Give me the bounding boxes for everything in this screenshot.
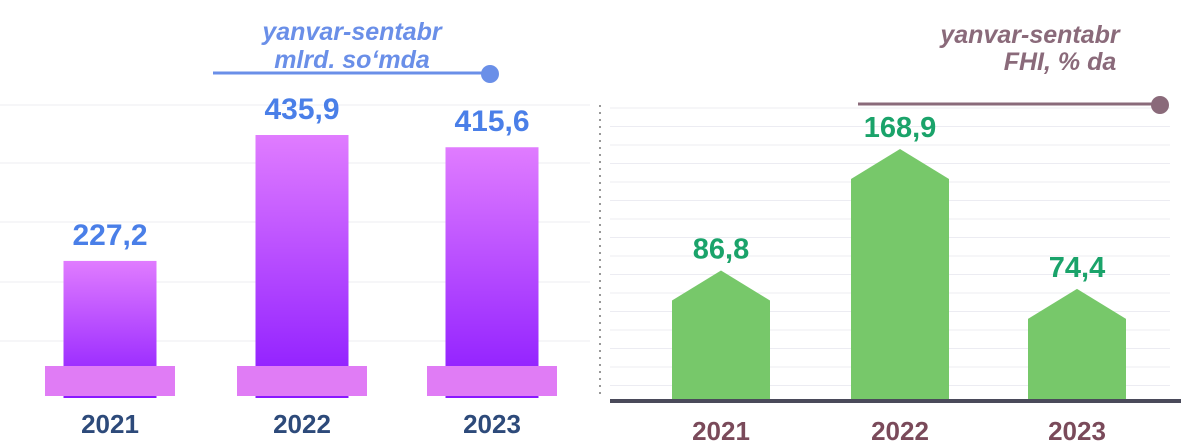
bar [1028, 288, 1126, 399]
value-label: 435,9 [264, 93, 339, 126]
chart-subtitle: mlrd. so‘mda [274, 46, 430, 74]
value-label: 168,9 [864, 112, 937, 144]
chart-subtitle: FHI, % da [1004, 48, 1117, 76]
value-label: 74,4 [1049, 252, 1105, 284]
value-label: 415,6 [454, 105, 529, 138]
x-tick-label: 2022 [273, 409, 331, 439]
x-tick-label: 2023 [1048, 416, 1106, 441]
bar-base [45, 366, 175, 396]
bar-base [427, 366, 557, 396]
bar [672, 270, 770, 399]
x-tick-label: 2022 [871, 416, 929, 441]
chart-title: yanvar-sentabr [938, 21, 1121, 49]
bar-base [237, 366, 367, 396]
value-label: 227,2 [72, 219, 147, 252]
marks: 227,2 2021 435,9 2022 415,6 2023 86,8 2021 168,9… [45, 93, 1126, 446]
x-tick-label: 2021 [692, 416, 750, 441]
x-tick-label: 2023 [463, 409, 521, 439]
bar [445, 147, 539, 398]
chart-title: yanvar-sentabr [260, 18, 443, 46]
value-label: 86,8 [693, 234, 749, 266]
title-dot [1151, 96, 1169, 114]
bar [851, 149, 949, 399]
bar [255, 135, 349, 398]
x-tick-label: 2021 [81, 409, 139, 439]
title-dot [481, 65, 499, 83]
